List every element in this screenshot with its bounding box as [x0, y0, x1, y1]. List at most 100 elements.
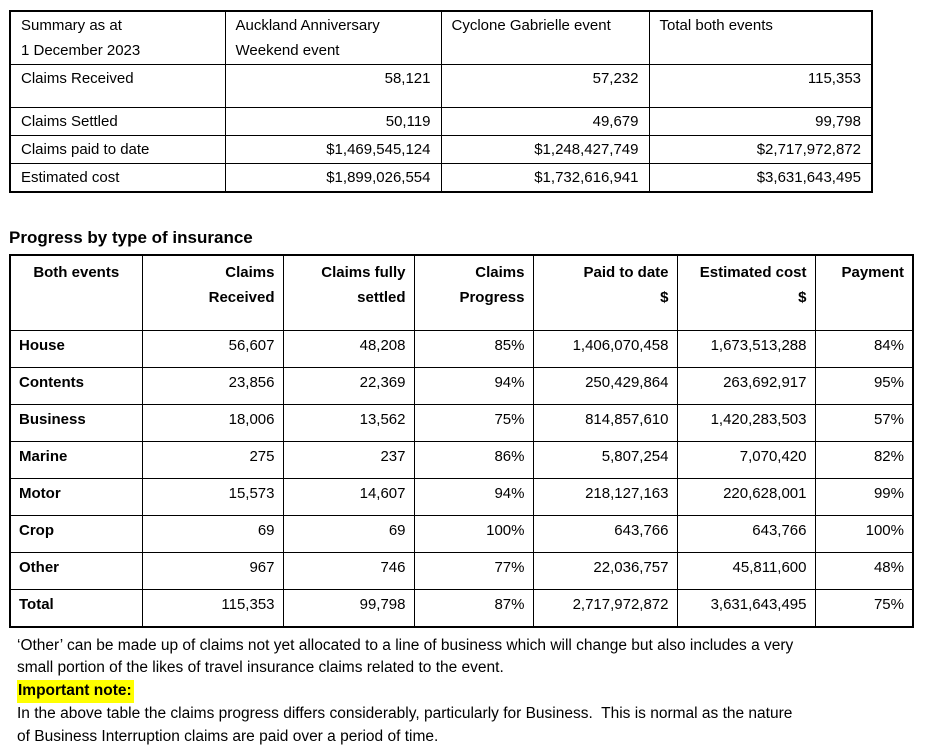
progress-row-house: House 56,607 48,208 85% 1,406,070,458 1,… — [9, 330, 914, 368]
progress-value-cell: 69 — [141, 515, 284, 553]
progress-value-cell: 643,766 — [532, 515, 678, 553]
progress-value-cell: 86% — [413, 441, 534, 479]
progress-row-label: Contents — [9, 367, 143, 405]
progress-header-line1: Both events — [33, 264, 120, 281]
progress-value-cell: 5,807,254 — [532, 441, 678, 479]
summary-header-row: Summary as at 1 December 2023 Auckland A… — [9, 10, 873, 65]
summary-value-cell: $1,248,427,749 — [440, 135, 650, 164]
progress-header-line2: Received — [208, 289, 275, 306]
summary-value-cell: $1,899,026,554 — [224, 163, 442, 193]
progress-value-cell: 82% — [814, 441, 914, 479]
progress-value-cell: 94% — [413, 478, 534, 516]
summary-row-label: Claims Received — [9, 64, 226, 108]
progress-value-cell: 967 — [141, 552, 284, 590]
progress-value-cell: 22,369 — [282, 367, 415, 405]
summary-value-cell: $3,631,643,495 — [648, 163, 873, 193]
summary-value-cell: 58,121 — [224, 64, 442, 108]
progress-value-cell: 95% — [814, 367, 914, 405]
progress-header-line2: $ — [660, 289, 669, 306]
progress-row-other: Other 967 746 77% 22,036,757 45,811,600 … — [9, 552, 914, 590]
progress-value-cell: 100% — [413, 515, 534, 553]
progress-value-cell: 18,006 — [141, 404, 284, 442]
summary-row-label: Claims paid to date — [9, 135, 226, 164]
summary-value-cell: 57,232 — [440, 64, 650, 108]
progress-value-cell: 48% — [814, 552, 914, 590]
summary-row-label: Estimated cost — [9, 163, 226, 193]
summary-value-cell: 99,798 — [648, 107, 873, 136]
progress-header-line1: Claims — [475, 264, 525, 281]
summary-row-estimated-cost: Estimated cost $1,899,026,554 $1,732,616… — [9, 163, 873, 193]
progress-row-label: Other — [9, 552, 143, 590]
progress-row-label: Marine — [9, 441, 143, 479]
progress-value-cell: 250,429,864 — [532, 367, 678, 405]
summary-table: Summary as at 1 December 2023 Auckland A… — [9, 10, 873, 193]
progress-header-paid-to-date: Paid to date $ — [532, 254, 678, 331]
summary-header-line1: Summary as at — [21, 17, 122, 34]
progress-value-cell: 22,036,757 — [532, 552, 678, 590]
progress-header-line2: settled — [357, 289, 406, 306]
progress-header-line1: Claims fully — [321, 264, 406, 281]
summary-row-claims-settled: Claims Settled 50,119 49,679 99,798 — [9, 107, 873, 136]
summary-header-cell-total: Total both events — [648, 10, 873, 65]
progress-value-cell: 45,811,600 — [676, 552, 816, 590]
summary-row-label: Claims Settled — [9, 107, 226, 136]
progress-row-label: Motor — [9, 478, 143, 516]
summary-header-line1: Auckland Anniversary — [235, 17, 380, 34]
progress-header-row: Both events Claims Received Claims fully… — [9, 254, 914, 331]
summary-header-line1: Total both events — [659, 17, 773, 34]
progress-header-claims-fully-settled: Claims fully settled — [282, 254, 415, 331]
progress-value-cell: 263,692,917 — [676, 367, 816, 405]
summary-header-cell-auckland: Auckland Anniversary Weekend event — [224, 10, 442, 65]
progress-row-total: Total 115,353 99,798 87% 2,717,972,872 3… — [9, 589, 914, 628]
progress-value-cell: 15,573 — [141, 478, 284, 516]
progress-row-label: House — [9, 330, 143, 368]
summary-value-cell: 49,679 — [440, 107, 650, 136]
progress-value-cell: 1,406,070,458 — [532, 330, 678, 368]
progress-value-cell: 87% — [413, 589, 534, 628]
progress-value-cell: 643,766 — [676, 515, 816, 553]
progress-value-cell: 57% — [814, 404, 914, 442]
progress-value-cell: 1,420,283,503 — [676, 404, 816, 442]
summary-header-line1: Cyclone Gabrielle event — [451, 17, 611, 34]
progress-value-cell: 275 — [141, 441, 284, 479]
summary-header-cell-label: Summary as at 1 December 2023 — [9, 10, 226, 65]
summary-header-line2: Weekend event — [235, 42, 340, 59]
progress-value-cell: 48,208 — [282, 330, 415, 368]
progress-value-cell: 85% — [413, 330, 534, 368]
progress-header-payment: Payment — [814, 254, 914, 331]
progress-row-marine: Marine 275 237 86% 5,807,254 7,070,420 8… — [9, 441, 914, 479]
progress-section-title: Progress by type of insurance — [9, 228, 253, 247]
progress-header-line1: Claims — [225, 264, 275, 281]
progress-row-label: Total — [9, 589, 143, 628]
progress-value-cell: 814,857,610 — [532, 404, 678, 442]
progress-header-line2: $ — [798, 289, 807, 306]
progress-table: Both events Claims Received Claims fully… — [9, 254, 914, 628]
progress-value-cell: 237 — [282, 441, 415, 479]
progress-value-cell: 218,127,163 — [532, 478, 678, 516]
progress-row-business: Business 18,006 13,562 75% 814,857,610 1… — [9, 404, 914, 442]
progress-value-cell: 13,562 — [282, 404, 415, 442]
progress-value-cell: 115,353 — [141, 589, 284, 628]
summary-value-cell: 50,119 — [224, 107, 442, 136]
important-note-line: In the above table the claims progress d… — [17, 705, 793, 723]
progress-header-claims-received: Claims Received — [141, 254, 284, 331]
progress-value-cell: 100% — [814, 515, 914, 553]
progress-value-cell: 75% — [413, 404, 534, 442]
summary-header-cell-cyclone: Cyclone Gabrielle event — [440, 10, 650, 65]
summary-value-cell: $2,717,972,872 — [648, 135, 873, 164]
progress-value-cell: 2,717,972,872 — [532, 589, 678, 628]
summary-row-claims-paid: Claims paid to date $1,469,545,124 $1,24… — [9, 135, 873, 164]
progress-value-cell: 746 — [282, 552, 415, 590]
summary-header-line2: 1 December 2023 — [21, 42, 141, 59]
important-note-line: of Business Interruption claims are paid… — [17, 727, 439, 745]
summary-value-cell: $1,732,616,941 — [440, 163, 650, 193]
progress-value-cell: 77% — [413, 552, 534, 590]
footnotes: ‘Other’ can be made up of claims not yet… — [9, 635, 931, 748]
progress-value-cell: 94% — [413, 367, 534, 405]
progress-value-cell: 3,631,643,495 — [676, 589, 816, 628]
progress-header-both-events: Both events — [9, 254, 143, 331]
progress-value-cell: 220,628,001 — [676, 478, 816, 516]
progress-header-claims-progress: Claims Progress — [413, 254, 534, 331]
progress-value-cell: 7,070,420 — [676, 441, 816, 479]
